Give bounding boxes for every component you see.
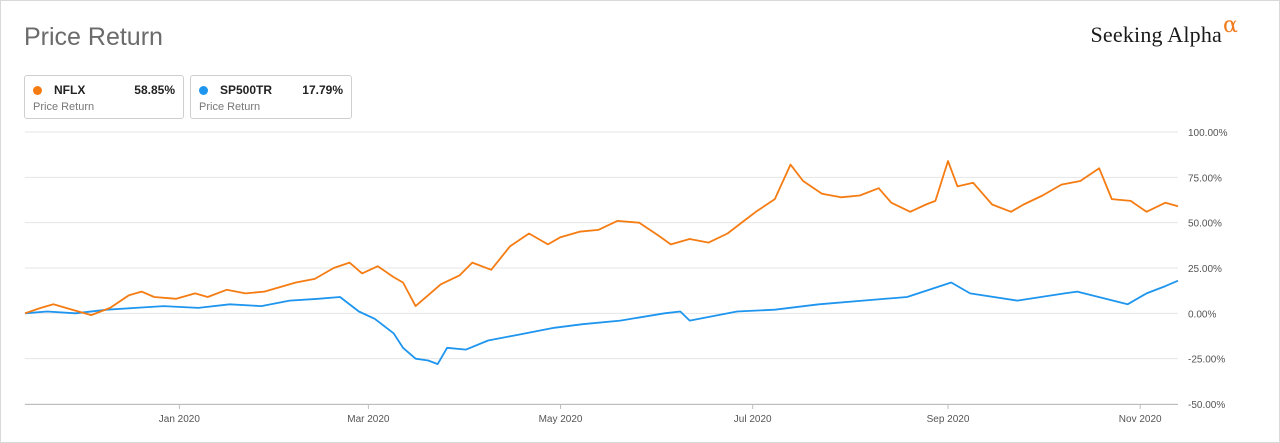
x-tick-label: May 2020 bbox=[539, 414, 583, 425]
logo-text: Seeking Alpha bbox=[1090, 22, 1222, 47]
legend-subtitle: Price Return bbox=[199, 101, 261, 113]
legend-value: 58.85% bbox=[134, 83, 175, 97]
y-tick-label: 50.00% bbox=[1188, 219, 1222, 230]
series-line-nflx bbox=[24, 160, 1179, 317]
x-tick-label: Jul 2020 bbox=[734, 414, 772, 425]
y-tick-label: -25.00% bbox=[1188, 355, 1225, 366]
y-tick-label: 0.00% bbox=[1188, 309, 1216, 320]
y-tick-label: 100.00% bbox=[1188, 128, 1228, 139]
legend-card-sp500tr[interactable]: SP500TR 17.79% Price Return bbox=[190, 75, 352, 119]
series-line-sp500tr bbox=[24, 279, 1179, 366]
y-tick-label: 25.00% bbox=[1188, 264, 1222, 275]
x-tick-label: Sep 2020 bbox=[927, 414, 970, 425]
legend-symbol: SP500TR bbox=[220, 83, 273, 97]
x-tick-label: Nov 2020 bbox=[1119, 414, 1162, 425]
x-tick-label: Jan 2020 bbox=[159, 414, 201, 425]
nflx-color-dot-icon bbox=[33, 86, 42, 95]
sp500tr-color-dot-icon bbox=[199, 86, 208, 95]
legend-value: 17.79% bbox=[302, 83, 343, 97]
x-tick-label: Mar 2020 bbox=[347, 414, 390, 425]
page-title: Price Return bbox=[24, 23, 163, 51]
y-tick-label: 75.00% bbox=[1188, 173, 1222, 184]
seeking-alpha-logo[interactable]: Seeking Alpha α bbox=[1090, 13, 1237, 48]
legend-subtitle: Price Return bbox=[33, 101, 95, 113]
legend-card-nflx[interactable]: NFLX 58.85% Price Return bbox=[24, 75, 184, 119]
legend-symbol: NFLX bbox=[54, 83, 86, 97]
alpha-logo-icon: α bbox=[1222, 13, 1238, 38]
y-tick-label: -50.00% bbox=[1188, 400, 1225, 411]
